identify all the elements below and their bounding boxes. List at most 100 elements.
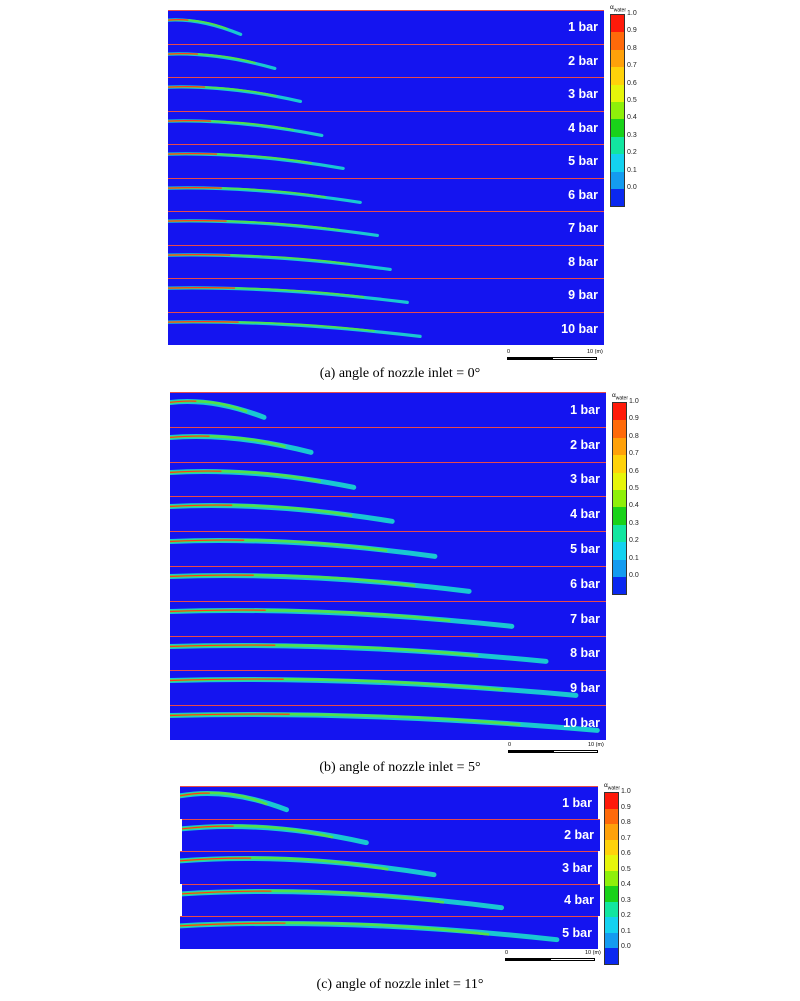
legend-tick-label: 0.5 (627, 97, 637, 104)
legend-swatch (613, 542, 626, 560)
legend-title: αwater (604, 782, 620, 792)
jet-core (182, 889, 445, 904)
spray-strip: 7 bar (170, 600, 606, 636)
jet-nozzle-core (182, 890, 272, 894)
scale-start-label: 0 (507, 349, 511, 355)
panel-c-scale-bar: 0 10 (m) (505, 950, 601, 964)
spray-strip: 2 bar (182, 818, 600, 851)
legend-swatch (611, 171, 624, 189)
legend-swatch (613, 455, 626, 473)
spray-strip: 9 bar (170, 670, 606, 706)
pressure-label: 6 bar (568, 187, 598, 202)
legend-swatch (611, 84, 624, 102)
legend-swatch (605, 901, 618, 917)
legend-tick-label: 0.1 (621, 927, 631, 935)
legend-tick-label: 0.1 (627, 166, 637, 174)
legend-tick-label: 0.8 (629, 432, 639, 440)
pressure-label: 3 bar (562, 860, 592, 875)
jet-nozzle-core (170, 609, 266, 612)
legend-tick-label: 1.0 (627, 10, 637, 17)
jet-nozzle-core (170, 678, 284, 682)
spray-strip: 9 bar (168, 278, 604, 312)
pressure-label: 3 bar (568, 87, 598, 102)
legend-swatch (611, 49, 624, 68)
pressure-label: 3 bar (570, 472, 600, 487)
water-jet (168, 219, 379, 237)
legend-tick-label: 0.9 (627, 27, 637, 35)
legend-swatch (613, 559, 626, 577)
panel-a-scale-bar: 0 10 (m) (507, 349, 603, 363)
pressure-label: 7 bar (570, 611, 600, 626)
jet-core (180, 921, 490, 936)
jet-core (180, 791, 268, 806)
spray-strip: 2 bar (170, 426, 606, 462)
legend-swatch (605, 808, 618, 824)
legend-color-bar (604, 792, 619, 965)
pressure-label: 5 bar (562, 925, 592, 940)
spray-strip: 8 bar (168, 244, 604, 278)
water-jet (170, 503, 395, 525)
legend-swatch (611, 101, 624, 120)
legend-tick-label: 0.7 (621, 834, 631, 842)
legend-tick-label: 0.2 (627, 149, 637, 157)
pressure-label: 1 bar (570, 402, 600, 417)
water-jet (170, 398, 267, 420)
spray-strip: 10 bar (168, 311, 604, 345)
panel-b: 1 bar 2 bar 3 bar 4 bar 5 bar 6 bar 7 bar 8 bar… (170, 392, 639, 775)
legend-swatch (605, 917, 618, 933)
water-jet (180, 790, 290, 813)
jet-nozzle-core (168, 186, 222, 189)
water-jet (168, 18, 243, 36)
jet-nozzle-core (180, 792, 210, 797)
legend-tick-label: 0.2 (629, 537, 639, 545)
water-jet (168, 152, 345, 170)
jet-nozzle-core (170, 713, 290, 717)
legend-tick-label: 0.2 (621, 912, 631, 919)
water-jet (170, 642, 549, 664)
water-jet (170, 538, 438, 560)
spray-strip: 1 bar (180, 786, 598, 819)
scale-bar-black (508, 750, 553, 753)
jet-core (182, 824, 334, 839)
spray-strip: 3 bar (168, 77, 604, 111)
legend-tick-label: 0.4 (627, 114, 637, 122)
spray-strip: 2 bar (168, 43, 604, 77)
spray-strip: 6 bar (168, 177, 604, 211)
spray-strip: 5 bar (180, 916, 598, 949)
water-jet (170, 433, 314, 455)
legend-tick-label: 1.0 (629, 398, 639, 405)
legend-tick-label: 0.0 (627, 184, 637, 191)
legend-tick-label: 0.8 (621, 819, 631, 826)
pressure-label: 8 bar (570, 646, 600, 661)
panel-b-caption: (b) angle of nozzle inlet = 5° (319, 760, 481, 775)
panel-a-caption: (a) angle of nozzle inlet = 0° (319, 366, 481, 381)
spray-strip: 8 bar (170, 635, 606, 671)
legend-color-bar (612, 402, 627, 596)
jet-nozzle-core (170, 400, 197, 404)
scale-end-label: 10 (m) (588, 742, 604, 748)
jet-nozzle-core (180, 922, 286, 927)
jet-nozzle-core (170, 504, 233, 508)
water-jet (168, 185, 362, 204)
pressure-label: 1 bar (568, 20, 598, 35)
legend-tick-label: 0.3 (627, 131, 637, 139)
legend-swatch (611, 119, 624, 137)
legend-swatch (611, 32, 624, 50)
water-jet (168, 286, 409, 304)
spray-strip: 1 bar (170, 392, 606, 427)
spray-strip: 4 bar (170, 496, 606, 532)
water-jet (168, 118, 324, 137)
jet-core (180, 856, 389, 871)
jet-nozzle-core (170, 574, 254, 578)
jet-nozzle-core (170, 644, 276, 647)
legend-tick-label: 0.8 (627, 44, 637, 52)
spray-strip: 3 bar (180, 851, 598, 884)
pressure-label: 2 bar (568, 53, 598, 68)
pressure-label: 9 bar (568, 288, 598, 303)
water-jet (170, 607, 515, 629)
spray-strip: 5 bar (170, 531, 606, 566)
legend-swatch (613, 489, 626, 508)
pressure-label: 5 bar (568, 154, 598, 169)
spray-strip: 4 bar (168, 110, 604, 144)
